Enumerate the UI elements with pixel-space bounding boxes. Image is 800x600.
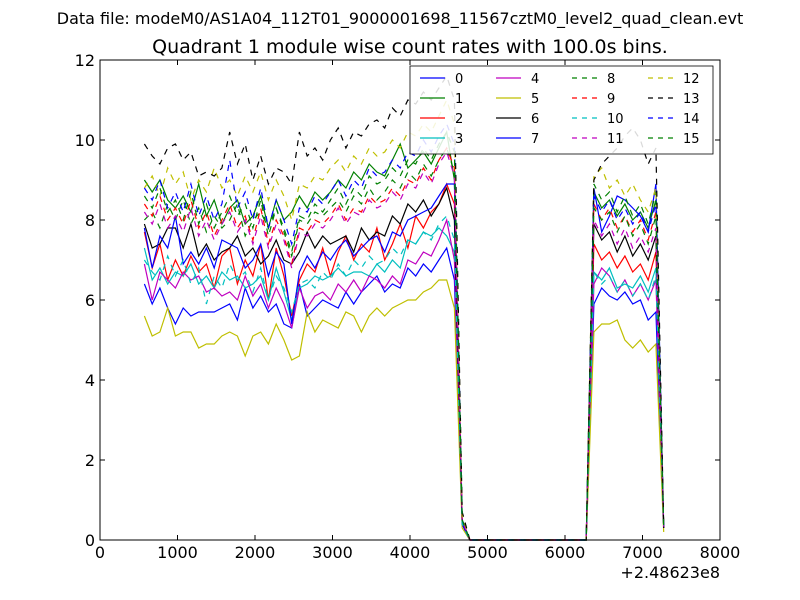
x-tick-label: 5000 — [467, 543, 508, 562]
x-tick-label: 3000 — [312, 543, 353, 562]
y-tick-label: 6 — [85, 291, 95, 310]
series-line-0 — [143, 246, 665, 541]
chart-title: Quadrant 1 module wise count rates with … — [152, 36, 668, 58]
series-line-4 — [143, 217, 665, 541]
x-offset-label: +2.48623e8 — [620, 563, 720, 582]
series-line-11 — [143, 150, 665, 541]
legend-label-8: 8 — [607, 72, 615, 87]
y-tick-label: 8 — [85, 211, 95, 230]
legend-label-11: 11 — [607, 132, 624, 147]
legend-label-4: 4 — [531, 72, 539, 87]
series-line-5 — [143, 279, 665, 541]
legend-label-0: 0 — [455, 72, 463, 87]
x-tick-label: 8000 — [700, 543, 741, 562]
legend-label-3: 3 — [455, 132, 463, 147]
y-tick-label: 4 — [85, 371, 95, 390]
legend-label-6: 6 — [531, 112, 539, 127]
series-line-2 — [143, 182, 665, 541]
suptitle: Data file: modeM0/AS1A04_112T01_90000016… — [57, 9, 743, 29]
x-tick-label: 2000 — [235, 543, 276, 562]
legend-label-1: 1 — [455, 92, 463, 107]
series-line-14 — [143, 122, 665, 541]
legend-label-14: 14 — [683, 112, 700, 127]
series-line-15 — [143, 130, 665, 541]
x-tick-label: 6000 — [545, 543, 586, 562]
series-line-9 — [143, 146, 665, 541]
legend-box — [409, 65, 714, 155]
y-tick-label: 12 — [75, 51, 95, 70]
legend-label-12: 12 — [683, 72, 700, 87]
legend-label-15: 15 — [683, 132, 700, 147]
axis-ticks: 0 1000 2000 3000 4000 5000 6000 7000 80000246810… — [75, 51, 741, 562]
x-tick-label: 1000 — [157, 543, 198, 562]
x-tick-label: 0 — [95, 543, 105, 562]
x-tick-label: 7000 — [622, 543, 663, 562]
series-line-10 — [143, 214, 665, 541]
series-line-3 — [143, 227, 665, 541]
legend-label-10: 10 — [607, 112, 624, 127]
legend-label-7: 7 — [531, 132, 539, 147]
legend-label-5: 5 — [531, 92, 539, 107]
x-tick-label: 4000 — [390, 543, 431, 562]
y-tick-label: 10 — [75, 131, 95, 150]
y-tick-label: 2 — [85, 451, 95, 470]
series-line-8 — [143, 146, 665, 541]
legend-label-2: 2 — [455, 112, 463, 127]
legend-label-9: 9 — [607, 92, 615, 107]
y-tick-label: 0 — [85, 531, 95, 550]
legend-label-13: 13 — [683, 92, 700, 107]
